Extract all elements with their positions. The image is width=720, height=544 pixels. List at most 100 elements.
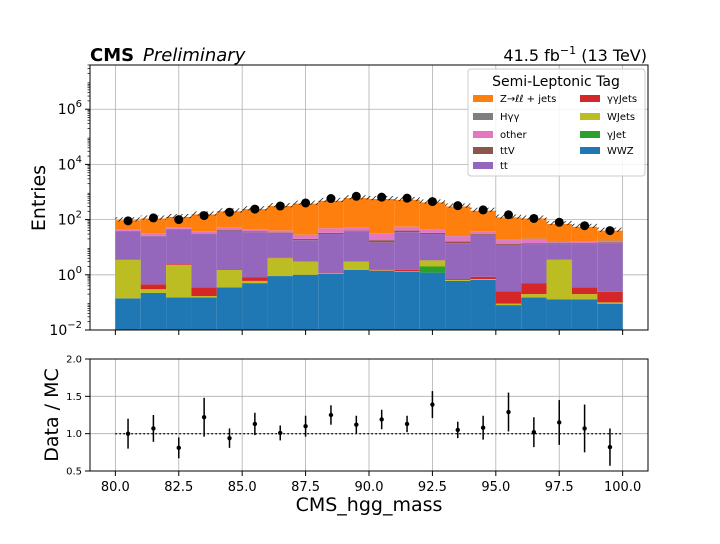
bar-tt bbox=[470, 235, 495, 277]
bar-ggJets bbox=[470, 277, 495, 279]
bar-WWZ bbox=[293, 275, 318, 330]
bar-other bbox=[217, 227, 242, 230]
bar-other bbox=[572, 242, 597, 244]
legend-label-WWZ: WWZ bbox=[607, 146, 634, 157]
legend-label-other: other bbox=[500, 130, 528, 141]
bar-ttV bbox=[445, 242, 470, 244]
ratio-point bbox=[608, 445, 612, 449]
bar-WJets bbox=[166, 265, 191, 298]
bar-WWZ bbox=[597, 304, 622, 330]
bottom-ytick-label: 1.0 bbox=[66, 429, 82, 440]
data-point bbox=[605, 226, 614, 235]
bar-other bbox=[394, 227, 419, 231]
ratio-point bbox=[253, 422, 257, 426]
ratio-point bbox=[532, 430, 536, 434]
bar-ggJets bbox=[445, 279, 470, 280]
data-point bbox=[428, 197, 437, 206]
bottom-xtick-label: 87.5 bbox=[291, 480, 320, 495]
bar-WWZ bbox=[318, 274, 343, 330]
bottom-xtick-label: 85.0 bbox=[228, 480, 257, 495]
bar-WWZ bbox=[521, 298, 546, 330]
bar-other bbox=[369, 233, 394, 240]
bar-other bbox=[547, 242, 572, 243]
bar-other bbox=[166, 227, 191, 228]
ratio-point bbox=[177, 446, 181, 450]
bar-WWZ bbox=[369, 271, 394, 330]
bottom-xtick-label: 95.0 bbox=[481, 480, 510, 495]
bar-WJets bbox=[597, 302, 622, 303]
bar-WWZ bbox=[420, 273, 445, 330]
bar-WWZ bbox=[547, 299, 572, 330]
bar-tt bbox=[547, 244, 572, 260]
bar-WJets bbox=[344, 262, 369, 270]
bar-tt bbox=[496, 245, 521, 291]
bottom-xtick-label: 92.5 bbox=[418, 480, 447, 495]
bar-WJets bbox=[547, 260, 572, 299]
bar-tt bbox=[318, 234, 343, 273]
bar-tt bbox=[217, 231, 242, 270]
data-point bbox=[377, 193, 386, 202]
bottom-ytick-label: 1.5 bbox=[66, 392, 82, 403]
top-ytick-label: 102 bbox=[58, 210, 82, 229]
bar-other bbox=[470, 231, 495, 234]
ratio-point bbox=[354, 423, 358, 427]
bar-ggJets bbox=[166, 264, 191, 265]
data-point bbox=[403, 194, 412, 203]
bar-WJets bbox=[293, 262, 318, 275]
bar-ggJets bbox=[191, 287, 216, 296]
bar-tt bbox=[191, 234, 216, 287]
legend-label-Zjets: Z→ℓℓ + jets bbox=[500, 94, 556, 105]
top-ytick-label: 10−2 bbox=[49, 320, 82, 339]
bar-WWZ bbox=[394, 272, 419, 330]
bar-tt bbox=[572, 244, 597, 287]
bar-WWZ bbox=[191, 298, 216, 330]
bar-Zjets bbox=[293, 204, 318, 235]
bottom-xtick-label: 90.0 bbox=[355, 480, 384, 495]
legend-swatch-gJet bbox=[580, 131, 600, 138]
bar-other bbox=[191, 231, 216, 233]
data-point bbox=[250, 205, 259, 214]
bar-ttV bbox=[597, 242, 622, 243]
bar-WJets bbox=[141, 289, 166, 293]
ratio-point bbox=[506, 410, 510, 414]
legend-swatch-tt bbox=[473, 162, 493, 169]
bar-WWZ bbox=[242, 283, 267, 330]
bar-other bbox=[293, 235, 318, 239]
bar-tt bbox=[293, 240, 318, 261]
bar-tt bbox=[445, 243, 470, 279]
bar-gJet bbox=[420, 266, 445, 272]
bottom-gridlines bbox=[90, 359, 648, 471]
bar-tt bbox=[115, 231, 140, 259]
bar-Zjets bbox=[318, 201, 343, 228]
bar-ttV bbox=[293, 239, 318, 240]
ratio-point bbox=[582, 426, 586, 430]
bar-WWZ bbox=[470, 280, 495, 330]
ratio-point bbox=[456, 428, 460, 432]
bar-tt bbox=[242, 232, 267, 277]
top-ytick-label: 106 bbox=[58, 99, 82, 118]
bar-WWZ bbox=[217, 287, 242, 330]
top-ytick-label: 100 bbox=[58, 265, 82, 284]
bar-tt bbox=[268, 233, 293, 258]
bar-other bbox=[115, 230, 140, 231]
bar-WWZ bbox=[166, 298, 191, 330]
legend-label-gJet: γJet bbox=[607, 130, 626, 141]
bottom-xtick-label: 100.0 bbox=[604, 480, 641, 495]
bar-tt bbox=[344, 231, 369, 261]
data-point bbox=[225, 208, 234, 217]
legend-swatch-Zjets bbox=[473, 95, 493, 102]
bar-other bbox=[268, 231, 293, 233]
bar-tt bbox=[369, 242, 394, 270]
xlabel: CMS_hgg_mass bbox=[296, 494, 443, 516]
bar-Zjets bbox=[420, 202, 445, 229]
bar-WWZ bbox=[445, 281, 470, 330]
bar-WWZ bbox=[344, 270, 369, 330]
bar-WJets bbox=[445, 280, 470, 281]
data-point bbox=[555, 218, 564, 227]
bar-ggJets bbox=[318, 273, 343, 274]
legend-swatch-ttV bbox=[473, 147, 493, 154]
data-point bbox=[276, 202, 285, 211]
bar-WJets bbox=[115, 260, 140, 299]
